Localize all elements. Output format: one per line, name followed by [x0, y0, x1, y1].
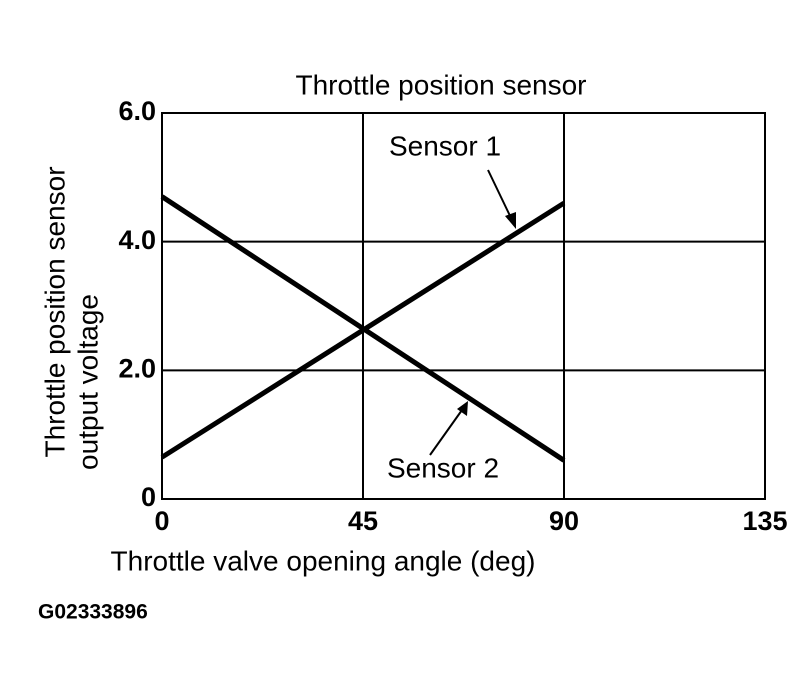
x-tick-label: 135	[742, 506, 787, 536]
figure-id: G02333896	[38, 601, 148, 624]
x-tick-label: 45	[348, 506, 378, 536]
y-axis-label: Throttle position sensor	[39, 166, 70, 457]
x-tick-label: 90	[549, 506, 579, 536]
x-tick-label: 0	[154, 506, 169, 536]
plot-frame	[161, 112, 766, 500]
y-tick-label: 6.0	[118, 96, 156, 126]
chart-title: Throttle position sensor	[295, 69, 586, 100]
y-tick-label: 0	[141, 482, 156, 512]
series-label: Sensor 2	[387, 452, 499, 483]
y-tick-label: 4.0	[118, 225, 156, 255]
x-axis-label: Throttle valve opening angle (deg)	[111, 545, 536, 576]
y-tick-label: 2.0	[118, 353, 156, 383]
series-label: Sensor 1	[389, 130, 501, 161]
series-line	[160, 194, 566, 463]
arrow	[429, 169, 516, 456]
y-axis-label: output voltage	[72, 294, 103, 470]
